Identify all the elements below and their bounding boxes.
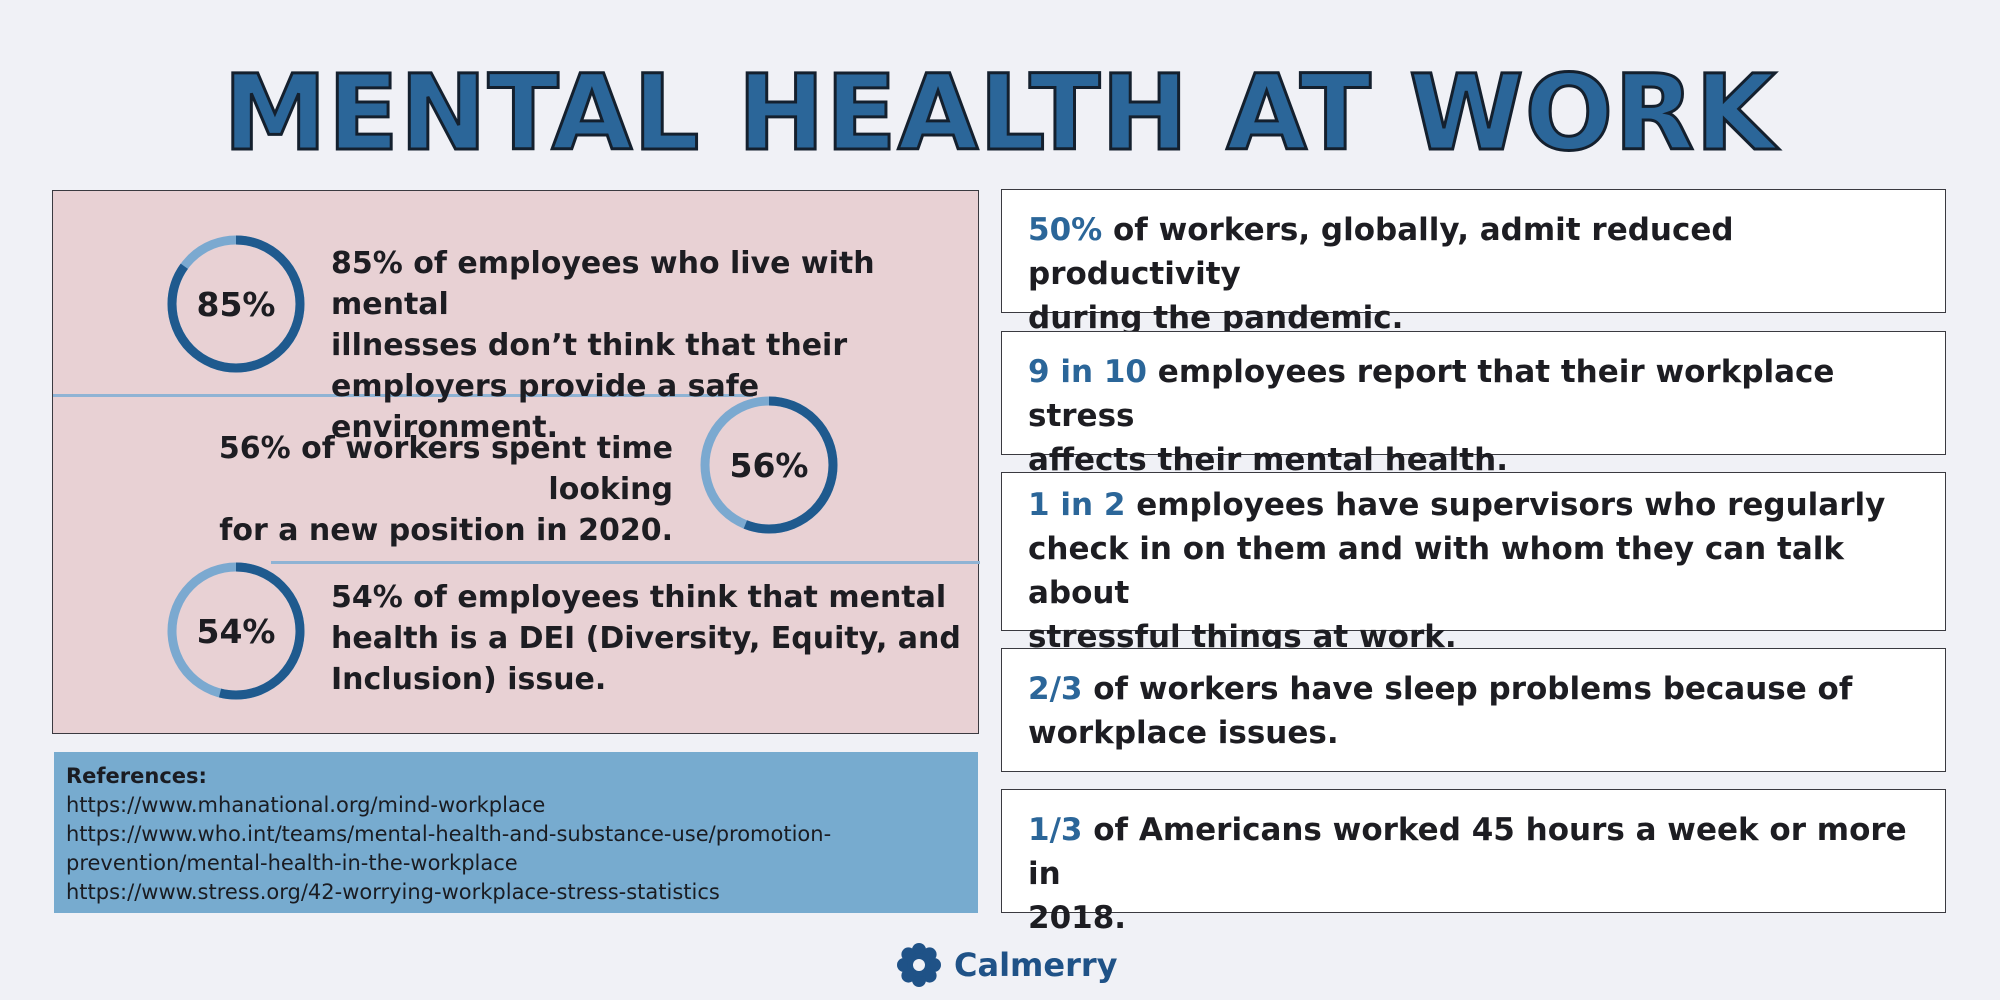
- brand-logo: Calmerry: [896, 940, 1118, 990]
- ring-progress: [167, 235, 305, 373]
- fact-box: 1/3 of Americans worked 45 hours a week …: [1001, 789, 1946, 936]
- reference-link[interactable]: prevention/mental-health-in-the-workplac…: [66, 851, 518, 875]
- stat-line: health is a DEI (Diversity, Equity, and: [331, 621, 961, 656]
- stat-line: 56% of workers spent time looking: [218, 431, 673, 507]
- stat-line: employers provide a safe environment.: [331, 369, 760, 445]
- stats-panel: 85% 85% of employees who live with menta…: [52, 190, 980, 734]
- fact-text: of workers have sleep problems because o…: [1082, 671, 1853, 707]
- fact-box: 9 in 10 employees report that their work…: [1001, 331, 1946, 478]
- references-box: References: https://www.mhanational.org/…: [54, 752, 978, 913]
- fact-highlight: 50%: [1028, 212, 1103, 248]
- page-title: MENTAL HEALTH AT WORK: [222, 51, 1778, 176]
- fact-text: during the pandemic.: [1028, 300, 1404, 336]
- stat-text-56: 56% of workers spent time looking for a …: [93, 428, 673, 551]
- stat-line: for a new position in 2020.: [219, 513, 673, 548]
- brand-name: Calmerry: [954, 946, 1118, 984]
- donut-label: 85%: [196, 284, 276, 324]
- stat-line: illnesses don’t think that their: [331, 328, 848, 363]
- donut-54: 54%: [166, 561, 306, 701]
- fact-highlight: 2/3: [1028, 671, 1083, 707]
- stat-line: 85% of employees who live with mental: [331, 246, 875, 322]
- fact-text: workplace issues.: [1028, 715, 1339, 751]
- donut-56-chart: [700, 396, 838, 534]
- fact-box: 2/3 of workers have sleep problems becau…: [1001, 648, 1946, 772]
- fact-text: of Americans worked 45 hours a week or m…: [1028, 812, 1907, 892]
- donut-85: 85%: [166, 234, 306, 374]
- reference-link[interactable]: https://www.who.int/teams/mental-health-…: [66, 822, 832, 846]
- stat-text-54: 54% of employees think that mental healt…: [331, 577, 961, 700]
- donut-56: 56%: [699, 395, 839, 535]
- fact-highlight: 9 in 10: [1028, 354, 1147, 390]
- fact-highlight: 1 in 2: [1028, 487, 1126, 523]
- fact-text: of workers, globally, admit reduced prod…: [1028, 212, 1734, 292]
- reference-link[interactable]: https://www.mhanational.org/mind-workpla…: [66, 793, 546, 817]
- donut-label: 54%: [196, 611, 276, 651]
- fact-highlight: 1/3: [1028, 812, 1083, 848]
- divider: [271, 561, 980, 564]
- fact-text: check in on them and with whom they can …: [1028, 531, 1844, 611]
- reference-link[interactable]: https://www.stress.org/42-worrying-workp…: [66, 880, 720, 904]
- donut-54-chart: [167, 562, 305, 700]
- stat-line: Inclusion) issue.: [331, 662, 607, 697]
- fact-text: employees have supervisors who regularly: [1125, 487, 1886, 523]
- stat-line: 54% of employees think that mental: [331, 580, 947, 615]
- stat-text-85: 85% of employees who live with mental il…: [331, 243, 961, 448]
- flower-icon: [897, 943, 941, 987]
- references-heading: References:: [66, 764, 207, 788]
- fact-text: employees report that their workplace st…: [1028, 354, 1835, 434]
- ring-progress: [700, 396, 838, 534]
- donut-85-chart: [167, 235, 305, 373]
- fact-box: 50% of workers, globally, admit reduced …: [1001, 189, 1946, 336]
- divider: [53, 394, 753, 397]
- donut-label: 56%: [729, 445, 809, 485]
- ring-progress: [167, 562, 305, 700]
- fact-box: 1 in 2 employees have supervisors who re…: [1001, 472, 1946, 655]
- fact-text: 2018.: [1028, 900, 1127, 936]
